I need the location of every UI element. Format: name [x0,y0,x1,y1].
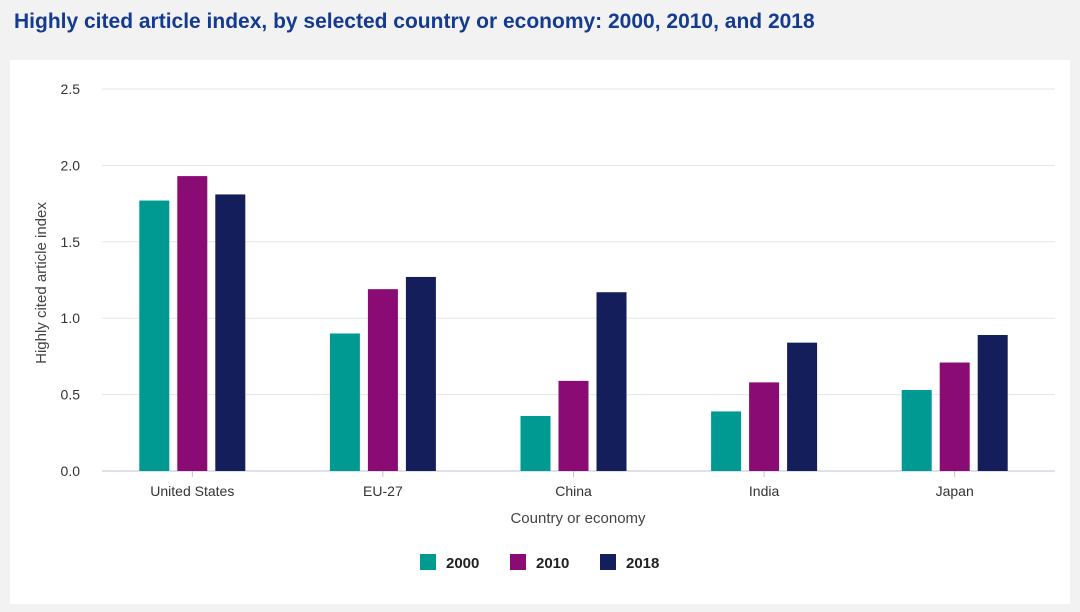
legend-label-2018: 2018 [626,555,659,572]
x-axis-title: Country or economy [510,510,646,527]
y-tick-label: 0.0 [61,463,81,479]
bar-2018-eu-27 [405,276,436,471]
bar-2018-india [787,342,818,471]
y-axis-title: Highly cited article index [33,202,50,364]
bar-2010-china [558,380,589,471]
bar-2010-united-states [177,176,208,471]
y-tick-label: 2.0 [61,157,81,173]
legend-swatch-2010 [510,554,526,570]
legend-label-2010: 2010 [536,555,569,572]
x-tick-label: United States [150,483,234,499]
bar-2018-china [596,292,627,471]
legend-swatch-2000 [420,554,436,570]
bar-2018-united-states [215,194,246,471]
x-tick-label: China [555,483,592,499]
y-tick-label: 2.5 [61,81,81,97]
x-tick-label: India [749,483,780,499]
bar-2010-eu-27 [367,289,398,471]
bar-2000-japan [901,390,932,471]
bar-2018-japan [977,335,1008,471]
bar-2010-japan [939,362,970,471]
y-tick-label: 1.0 [61,310,81,326]
legend-swatch-2018 [600,554,616,570]
bar-2000-eu-27 [329,333,360,471]
chart-panel: 0.0 0.5 1.0 1.5 2.0 2.5 United States EU-27 Chin… [10,60,1070,604]
y-tick-label: 1.5 [61,234,81,250]
bar-2000-india [711,411,742,471]
x-tick-label: EU-27 [363,483,403,499]
legend-label-2000: 2000 [446,555,479,572]
x-tick-label: Japan [936,483,974,499]
y-tick-label: 0.5 [61,387,81,403]
bar-2000-united-states [139,200,170,471]
bar-2010-india [749,382,780,471]
bar-2000-china [520,415,551,471]
chart-title: Highly cited article index, by selected … [14,10,815,33]
bar-chart: 0.0 0.5 1.0 1.5 2.0 2.5 United States EU-27 Chin… [33,81,1055,572]
